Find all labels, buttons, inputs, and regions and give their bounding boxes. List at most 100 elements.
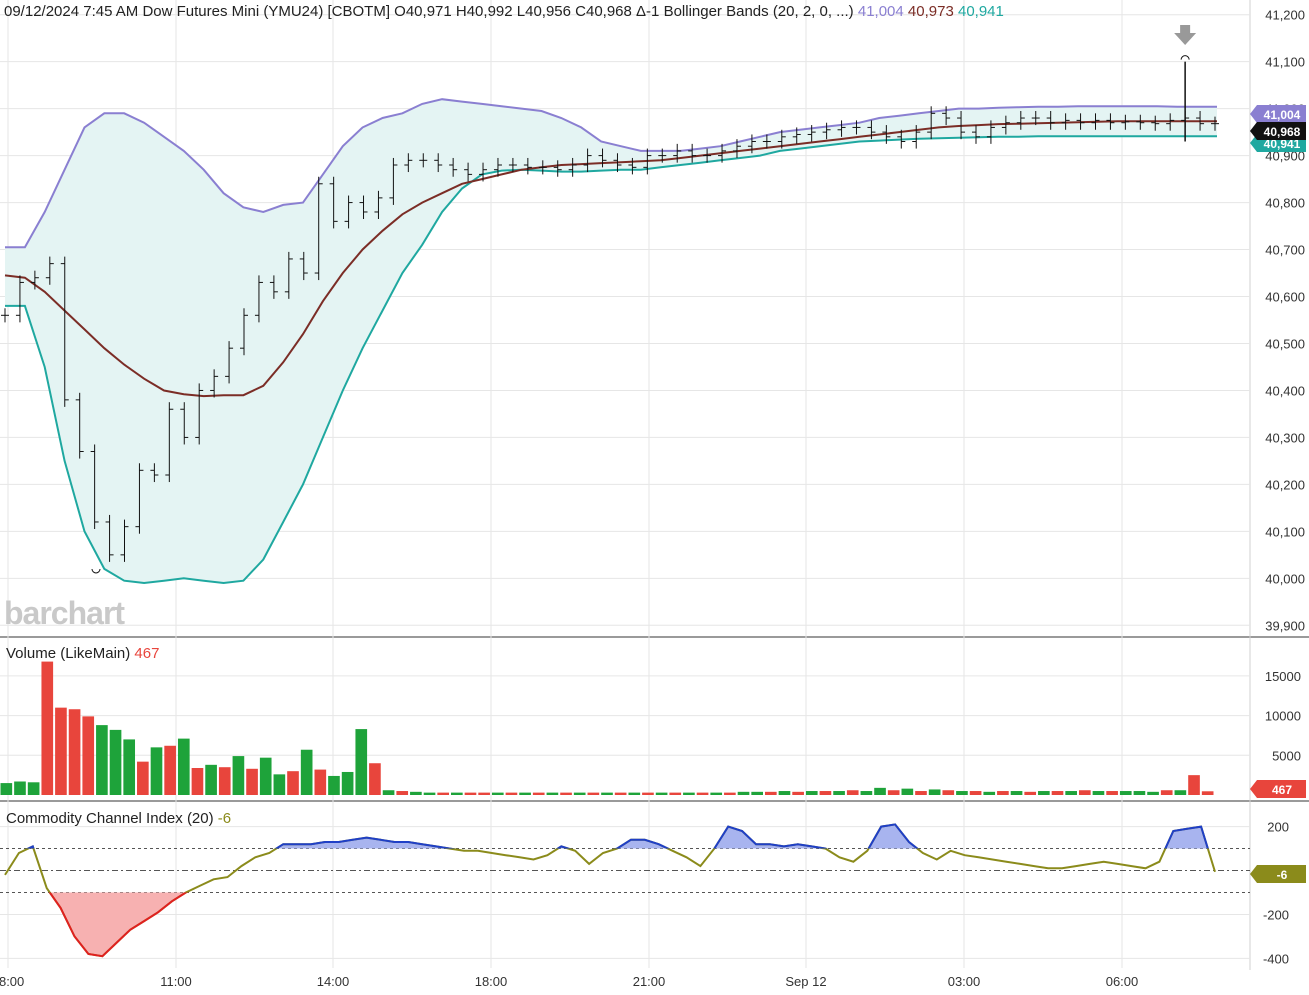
ohlc-bar	[688, 143, 697, 163]
volume-bar	[109, 729, 122, 795]
volume-bar	[696, 792, 709, 795]
ohlc-bar	[195, 383, 204, 445]
cci-fill-overbought	[5, 824, 1215, 849]
ohlc-bar	[210, 369, 219, 398]
volume-bar	[587, 792, 600, 795]
volume-bar	[956, 791, 968, 795]
ohlc-bar	[747, 134, 756, 154]
volume-bar	[642, 792, 654, 795]
cci-params: (20)	[186, 810, 214, 827]
ohlc-bar	[1016, 110, 1025, 130]
volume-bar	[177, 738, 190, 795]
x-tick-label: Sep 12	[785, 974, 826, 989]
volume-bar	[0, 783, 13, 795]
ohlc-bar	[792, 127, 801, 144]
x-tick-label: 21:00	[633, 974, 666, 989]
volume-bars	[0, 661, 1214, 795]
volume-bar	[55, 707, 67, 795]
volume-bar	[655, 792, 668, 795]
price-tick-label: 40,800	[1265, 196, 1305, 211]
x-tick-label: 14:00	[317, 974, 350, 989]
volume-bar	[614, 792, 627, 795]
volume-bar	[751, 791, 763, 795]
volume-bar	[901, 788, 914, 795]
volume-bar	[1106, 791, 1118, 795]
price-tick-label: 39,900	[1265, 618, 1305, 633]
badge-cci-shape	[1250, 865, 1306, 883]
volume-bar	[846, 790, 859, 795]
ohlc-bar	[404, 153, 413, 173]
ohlc-bar	[553, 160, 562, 177]
volume-bar	[1133, 791, 1146, 795]
volume-bar	[546, 792, 559, 795]
volume-bar	[1160, 790, 1173, 795]
ohlc-bar	[777, 129, 786, 149]
volume-last: 467	[134, 645, 160, 662]
ohlc-bar	[538, 160, 547, 175]
price-tick-label: 40,000	[1265, 571, 1305, 586]
volume-bar	[1038, 791, 1050, 795]
price-tick-label: 40,100	[1265, 524, 1305, 539]
ohlc-bar	[718, 143, 727, 163]
price-tick-label: 41,200	[1265, 8, 1305, 23]
volume-bar	[724, 792, 736, 795]
ohlc-bar	[344, 195, 353, 229]
ohlc-bar	[568, 157, 577, 177]
volume-bar	[491, 792, 504, 795]
volume-bar	[983, 791, 996, 795]
ohlc-bar	[897, 129, 906, 149]
volume-bar	[969, 791, 982, 795]
price-tick-label: 40,300	[1265, 430, 1305, 445]
header-bb-mid: 40,973	[907, 3, 954, 20]
x-tick-label: 18:00	[475, 974, 508, 989]
x-tick-label: 06:00	[1106, 974, 1139, 989]
ohlc-bar	[1106, 113, 1115, 130]
badge-bb-upper-shape	[1250, 105, 1306, 123]
badge-price-shape	[1250, 122, 1306, 140]
cci-line	[4, 823, 1216, 958]
volume-bar	[382, 790, 395, 795]
volume-title: Volume	[6, 645, 57, 662]
volume-bar	[1024, 791, 1037, 795]
badge-price: 40,968	[1250, 122, 1306, 140]
volume-bar	[915, 791, 927, 795]
ohlc-bar	[1166, 113, 1175, 131]
ohlc-bar	[479, 162, 488, 182]
ohlc-bar	[1151, 115, 1160, 131]
volume-bar	[601, 792, 613, 795]
volume-bar	[532, 792, 545, 795]
ohlc-bar	[225, 341, 234, 384]
badge-volume: 467	[1250, 780, 1306, 798]
volume-bar	[123, 739, 136, 795]
high-marker	[1180, 55, 1190, 60]
volume-bar	[669, 792, 682, 795]
badge-volume-shape	[1250, 780, 1306, 798]
volume-sub: (LikeMain)	[60, 645, 131, 662]
cci-tick-label: -400	[1263, 951, 1289, 966]
header-symbol: Dow Futures Mini (YMU24) [CBOTM]	[142, 3, 390, 20]
cci-line-overbought	[25, 823, 1209, 849]
watermark: barchart	[4, 595, 125, 631]
volume-bar	[164, 745, 176, 795]
ohlc-bar	[90, 444, 99, 530]
ohlc-bar	[240, 308, 249, 356]
x-tick-label: 08:00	[0, 974, 24, 989]
bollinger-band	[4, 98, 1217, 585]
price-tick-label: 40,200	[1265, 477, 1305, 492]
ohlc-bar	[971, 125, 980, 144]
volume-bar	[805, 791, 818, 795]
ohlc-bar	[30, 270, 39, 290]
cci-title: Commodity Channel Index	[6, 810, 183, 827]
ohlc-bar	[254, 275, 263, 323]
ohlc-bar	[807, 125, 816, 142]
price-bars	[1, 25, 1219, 574]
badge-price-text: 40,968	[1264, 125, 1301, 139]
volume-bar	[1147, 791, 1159, 795]
volume-bar	[560, 792, 572, 795]
volume-bar	[14, 781, 26, 795]
volume-bar	[423, 792, 436, 795]
price-tick-label: 41,100	[1265, 55, 1305, 70]
cci-fill-oversold	[5, 892, 1215, 957]
cci-last: -6	[217, 810, 232, 827]
